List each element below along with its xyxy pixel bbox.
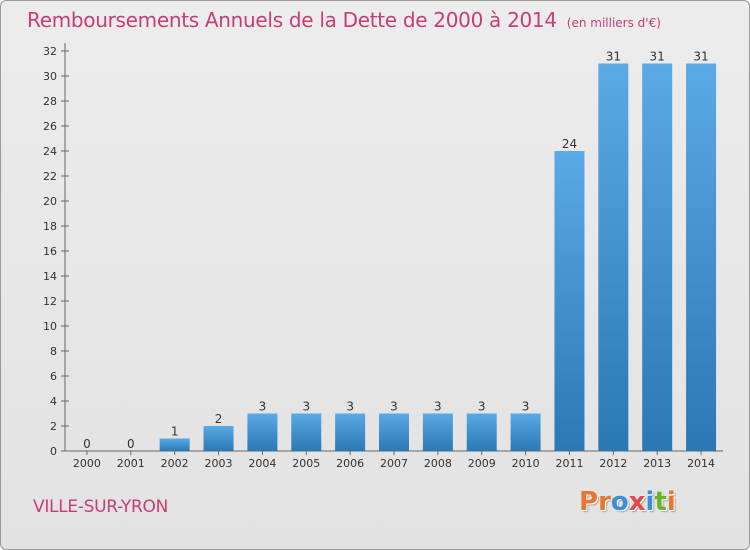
x-tick-label: 2011: [555, 457, 583, 470]
y-tick-label: 32: [43, 45, 57, 58]
y-tick-label: 26: [43, 120, 57, 133]
y-tick-label: 6: [50, 370, 57, 383]
y-tick-label: 16: [43, 245, 57, 258]
y-tick-label: 18: [43, 220, 57, 233]
bar: [379, 413, 409, 451]
x-tick-label: 2009: [468, 457, 496, 470]
bar: [247, 413, 278, 451]
x-tick-label: 2002: [161, 457, 189, 470]
x-tick-label: 2003: [205, 457, 233, 470]
y-tick-label: 30: [43, 70, 57, 83]
bar: [203, 426, 234, 451]
data-label: 3: [522, 400, 530, 414]
data-label: 1: [171, 425, 179, 439]
data-label: 2: [215, 412, 223, 426]
logo-letter: P: [579, 487, 599, 517]
x-tick-label: 2001: [117, 457, 145, 470]
bar: [422, 413, 453, 451]
bar: [159, 438, 190, 451]
x-tick-label: 2013: [643, 457, 671, 470]
y-tick-label: 22: [43, 170, 57, 183]
logo-letter: t: [654, 487, 667, 517]
x-tick-label: 2004: [248, 457, 276, 470]
data-label: 24: [562, 137, 577, 151]
x-tick-label: 2008: [424, 457, 452, 470]
x-tick-label: 2012: [599, 457, 627, 470]
data-label: 3: [346, 400, 354, 414]
x-tick-label: 2006: [336, 457, 364, 470]
y-tick-label: 2: [50, 420, 57, 433]
data-label: 3: [478, 400, 486, 414]
y-tick-label: 8: [50, 345, 57, 358]
unit-label: (en milliers d'€): [566, 16, 661, 30]
x-tick-label: 2007: [380, 457, 408, 470]
logo-letter: o: [610, 487, 629, 517]
y-tick-label: 20: [43, 195, 57, 208]
data-label: 31: [650, 50, 665, 64]
bar: [686, 63, 717, 451]
bar: [510, 413, 541, 451]
y-tick-label: 10: [43, 320, 57, 333]
y-tick-label: 14: [43, 270, 57, 283]
bar: [554, 151, 585, 451]
bar: [466, 413, 497, 451]
bar: [291, 413, 322, 451]
title-text: Remboursements Annuels de la Dette de 20…: [27, 8, 557, 32]
data-label: 3: [302, 400, 310, 414]
proxiti-logo: Proxiti: [579, 487, 676, 517]
chart-title: Remboursements Annuels de la Dette de 20…: [27, 8, 661, 32]
y-tick-label: 28: [43, 95, 57, 108]
y-tick-label: 12: [43, 295, 57, 308]
data-label: 0: [83, 437, 91, 451]
logo-letter: i: [666, 487, 676, 517]
commune-name: VILLE-SUR-YRON: [33, 497, 169, 517]
logo-letter: x: [628, 487, 646, 517]
y-tick-label: 4: [50, 395, 57, 408]
data-label: 0: [127, 437, 135, 451]
x-tick-label: 2010: [512, 457, 540, 470]
data-label: 31: [693, 50, 708, 64]
data-label: 3: [390, 400, 398, 414]
logo-letter: r: [598, 487, 611, 517]
data-label: 3: [259, 400, 267, 414]
x-tick-label: 2014: [687, 457, 715, 470]
bar: [642, 63, 673, 451]
x-tick-label: 2000: [73, 457, 101, 470]
bar: [335, 413, 366, 451]
logo-letter: i: [645, 487, 655, 517]
x-tick-label: 2005: [292, 457, 320, 470]
bar: [598, 63, 629, 451]
data-label: 3: [434, 400, 442, 414]
y-tick-label: 24: [43, 145, 57, 158]
data-label: 31: [606, 50, 621, 64]
y-tick-label: 0: [50, 445, 57, 458]
